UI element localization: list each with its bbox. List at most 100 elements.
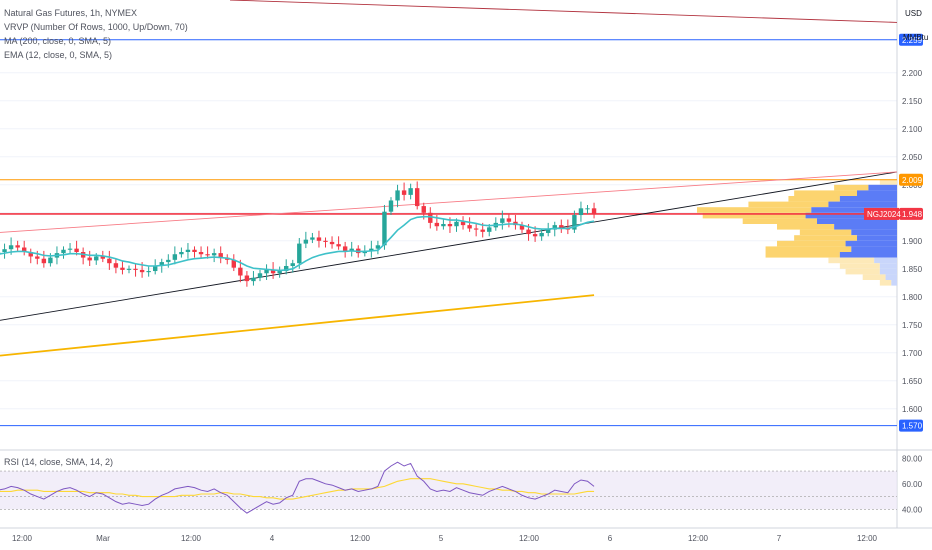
vp-up-bar xyxy=(748,201,829,208)
vp-up-bar xyxy=(879,179,897,185)
vp-down-bar xyxy=(874,257,897,264)
price-tag-box xyxy=(899,207,923,220)
candle-body xyxy=(8,245,14,250)
vp-up-bar xyxy=(765,246,852,252)
vp-down-bar xyxy=(885,274,897,280)
candle-body xyxy=(572,215,577,230)
vp-up-bar xyxy=(697,207,812,213)
time-tick-label: 6 xyxy=(608,534,613,543)
price-tick-label: 1.650 xyxy=(902,377,923,386)
candle-body xyxy=(133,268,138,270)
candle-body xyxy=(297,243,302,264)
candle-body xyxy=(310,237,315,240)
candle-body xyxy=(153,266,158,272)
time-tick-label: 12:00 xyxy=(181,534,202,543)
price-tick-label: 2.150 xyxy=(902,97,923,106)
rsi-tick-label: 80.00 xyxy=(902,454,923,463)
candle-body xyxy=(179,252,184,255)
price-tick-label: 1.600 xyxy=(902,405,923,414)
vp-down-bar xyxy=(879,268,897,275)
price-axis[interactable]: 1.6001.6501.7001.7501.8001.8501.9001.950… xyxy=(902,69,923,514)
vp-up-bar xyxy=(765,252,840,258)
price-tick-label: 1.750 xyxy=(902,321,923,330)
ema-legend[interactable]: EMA (12, close, 0, SMA, 5) xyxy=(4,50,113,60)
rsi-tick-label: 60.00 xyxy=(902,480,923,489)
vp-down-bar xyxy=(811,207,897,213)
rsi-legend[interactable]: RSI (14, close, SMA, 14, 2) xyxy=(4,457,114,467)
main-grid xyxy=(0,0,932,529)
candle-body xyxy=(192,249,197,252)
candle-body xyxy=(546,229,551,233)
vp-up-bar xyxy=(794,190,857,196)
vp-down-bar xyxy=(891,280,897,286)
candle-body xyxy=(585,208,590,210)
candle-body xyxy=(473,228,479,230)
candle-body xyxy=(87,257,92,261)
support-trend-line xyxy=(0,171,898,321)
candle-body xyxy=(211,253,217,256)
candle-body xyxy=(113,263,119,268)
candle-body xyxy=(480,229,485,232)
candle-body xyxy=(415,188,420,207)
candle-body xyxy=(467,225,472,229)
candle-body xyxy=(434,222,440,227)
vp-up-bar xyxy=(777,240,846,247)
ma200-line xyxy=(0,294,595,357)
vp-down-bar xyxy=(817,218,897,224)
unit-label[interactable]: MMBtu xyxy=(903,33,929,42)
candle-body xyxy=(277,271,282,274)
vp-up-bar xyxy=(839,263,880,269)
candle-body xyxy=(257,273,263,278)
rsi-tick-label: 40.00 xyxy=(902,505,923,514)
candle-body xyxy=(519,225,525,230)
currency-label[interactable]: USD xyxy=(905,9,922,18)
candle-body xyxy=(100,256,105,259)
vp-down-bar xyxy=(857,190,897,196)
candle-body xyxy=(35,256,40,259)
vrvp-legend[interactable]: VRVP (Number Of Rows, 1000, Up/Down, 70) xyxy=(4,22,188,32)
price-tick-label: 2.050 xyxy=(902,153,923,162)
time-tick-label: 12:00 xyxy=(857,534,878,543)
candle-body xyxy=(441,224,446,227)
candle-body xyxy=(185,249,191,252)
candle-body xyxy=(303,239,309,244)
candle-body xyxy=(401,190,407,195)
vp-down-bar xyxy=(839,252,897,258)
candle-body xyxy=(74,248,79,252)
price-tag-box xyxy=(899,33,923,46)
candle-body xyxy=(487,227,492,232)
symbol-title[interactable]: Natural Gas Futures, 1h, NYMEX xyxy=(4,8,138,18)
time-tick-label: 12:00 xyxy=(688,534,709,543)
candle-body xyxy=(500,218,505,223)
candle-body xyxy=(369,248,374,251)
vp-up-bar xyxy=(845,268,880,275)
rsi-pane xyxy=(0,461,897,514)
candle-body xyxy=(506,218,512,222)
vp-down-bar xyxy=(834,224,897,230)
vp-down-bar xyxy=(828,201,897,208)
price-tick-label: 1.700 xyxy=(902,349,923,358)
ma-legend[interactable]: MA (200, close, 0, SMA, 5) xyxy=(4,36,112,46)
candle-body xyxy=(375,245,381,249)
vp-up-bar xyxy=(742,218,817,224)
contract-tag-label: NGJ2024 xyxy=(867,210,901,219)
vp-down-bar xyxy=(839,196,897,202)
price-tag-box xyxy=(899,419,923,432)
vp-down-bar xyxy=(879,263,897,269)
candle-body xyxy=(532,234,538,237)
candle-body xyxy=(166,259,171,263)
vp-down-bar xyxy=(805,212,897,219)
time-axis[interactable]: 12:00 Mar 12:00 4 12:00 5 12:00 6 12:00 7 12:00 xyxy=(12,534,878,543)
candle-body xyxy=(349,248,354,251)
candle-body xyxy=(539,232,544,237)
time-tick-label: 12:00 xyxy=(519,534,540,543)
vp-up-bar xyxy=(788,196,840,202)
drawn-lines xyxy=(0,0,898,427)
candle-body xyxy=(559,225,564,228)
price-tag-label: 1.948 xyxy=(902,210,923,219)
price-tag-box xyxy=(899,173,923,186)
candle-body xyxy=(159,262,164,266)
time-tick-label: 12:00 xyxy=(350,534,371,543)
candle-body xyxy=(120,267,125,270)
